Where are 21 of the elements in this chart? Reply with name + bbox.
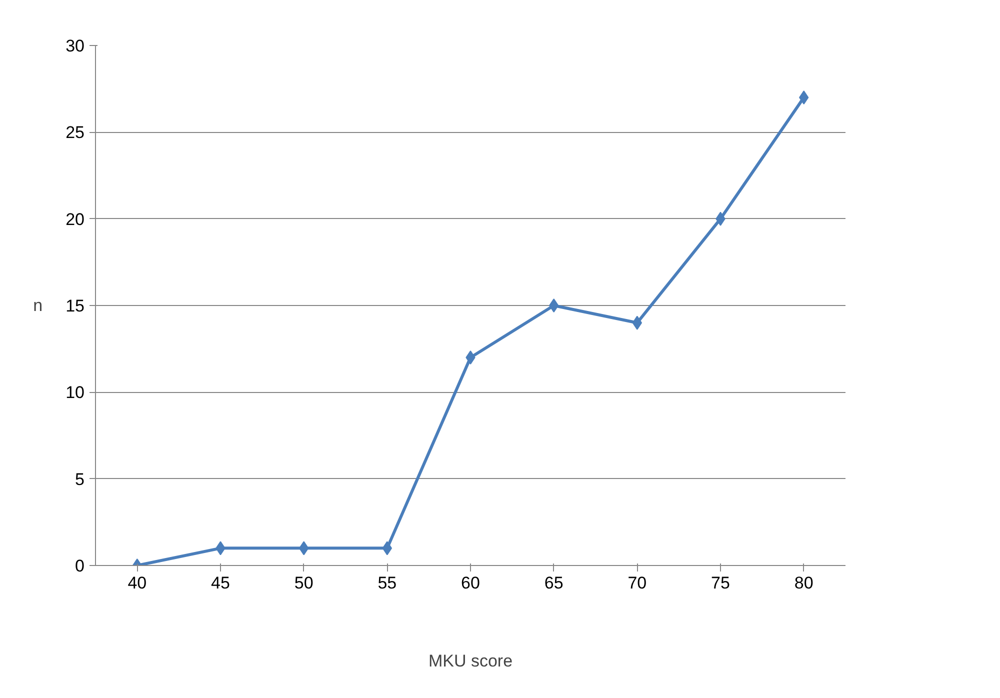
x-tick-label: 75 <box>711 574 730 592</box>
y-tick-label: 30 <box>66 36 85 56</box>
x-tick-label: 55 <box>378 574 397 592</box>
point <box>799 90 809 104</box>
x-axis-title: MKU score <box>428 652 513 670</box>
y-tick-label: 0 <box>75 556 85 576</box>
point <box>466 350 476 364</box>
y-axis-title: n <box>33 296 43 315</box>
y-tick-label: 25 <box>66 123 85 142</box>
y-tick-label: 20 <box>66 210 85 229</box>
y-tick-label: 5 <box>75 470 85 489</box>
x-tick-label: 65 <box>544 574 564 592</box>
point <box>549 298 559 312</box>
x-tick-label: 50 <box>294 574 314 592</box>
x-tick-label: 80 <box>794 574 814 592</box>
x-tick-label: 40 <box>128 574 147 592</box>
y-tick-label: 10 <box>66 383 85 402</box>
x-tick-label: 70 <box>628 574 647 592</box>
y-tick-label: 15 <box>66 296 85 316</box>
x-tick-label: 45 <box>211 574 230 592</box>
x-tick-label: 60 <box>461 574 480 592</box>
